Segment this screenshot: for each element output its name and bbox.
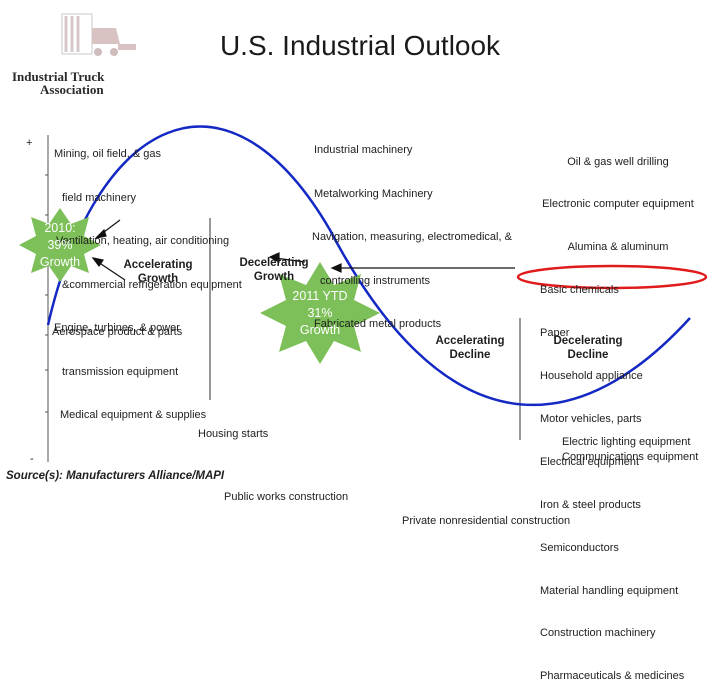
star-2010-label: 2010: 39% Growth	[39, 221, 81, 269]
logo-line-2: Association	[40, 82, 104, 97]
axis-minus-label: -	[30, 453, 34, 465]
list-item: Fabricated metal products	[314, 318, 442, 330]
phase-accelerating-decline: Accelerating Decline	[435, 335, 505, 361]
highlight-ellipse	[516, 264, 708, 290]
communications-label: Communications equipment	[562, 451, 699, 463]
list-item: Pharmaceuticals & medicines	[540, 670, 685, 683]
logo-line-1: Industrial Truck	[12, 69, 105, 84]
star-2011-ytd	[260, 262, 380, 364]
public-works-label: Public works construction	[224, 491, 349, 503]
decelerating-decline-list: Oil & gas well drilling Electronic compu…	[520, 126, 716, 698]
list-item: Engine, turbines, & power	[54, 322, 180, 334]
list-item: Metalworking Machinery	[314, 187, 433, 200]
arrows	[91, 219, 515, 281]
vertical-axis	[45, 135, 49, 462]
source-note: Source(s): Manufacturers Alliance/MAPI	[6, 470, 225, 482]
star-2011-label: 2011 YTD 31% Growth	[292, 289, 348, 337]
aerospace-label: Aerospace product & parts	[52, 326, 183, 338]
list-item: Semiconductors	[540, 541, 619, 554]
electric-lighting-label: Electric lighting equipment	[562, 436, 691, 448]
list-item: Iron & steel products	[540, 498, 641, 511]
decelerating-growth-list: Industrial machinery Metalworking Machin…	[312, 114, 512, 346]
phase-accelerating-growth: Accelerating Growth	[123, 259, 193, 285]
list-item: Motor vehicles, parts	[540, 412, 642, 425]
list-item: Construction machinery	[540, 627, 656, 640]
phase-decelerating-decline: Decelerating Decline	[553, 335, 623, 361]
axis-plus-label: +	[26, 137, 33, 149]
list-item: Basic chemicals	[540, 284, 619, 297]
list-item: Electronic computer equipment	[542, 198, 694, 211]
housing-starts-label: Housing starts	[198, 428, 269, 440]
list-item: field machinery	[62, 191, 136, 204]
list-item: Navigation, measuring, electromedical, &	[312, 231, 512, 243]
accelerating-growth-list: Mining, oil field, & gas field machinery…	[54, 118, 242, 437]
list-item: &commercial refrigeration equipment	[62, 278, 242, 291]
list-item: Medical equipment & supplies	[60, 409, 207, 421]
forklift-logo-icon	[61, 13, 136, 56]
cycle-diagram	[19, 13, 708, 462]
list-item: Alumina & aluminum	[567, 241, 669, 254]
star-2010	[19, 208, 101, 282]
list-item: Ventilation, heating, air conditioning	[56, 235, 230, 247]
cycle-curve	[46, 125, 691, 407]
list-item: Electrical equipment	[540, 455, 640, 468]
list-item: Mining, oil field, & gas	[54, 148, 161, 160]
list-item: Household appliance	[540, 370, 643, 383]
list-item: Industrial machinery	[314, 144, 413, 156]
page-title: U.S. Industrial Outlook	[219, 30, 501, 61]
list-item: controlling instruments	[320, 274, 431, 287]
list-item: Paper	[540, 327, 570, 340]
list-item-highlighted: Material handling equipment	[540, 584, 679, 597]
list-item: Oil & gas well drilling	[567, 155, 669, 168]
private-nonresidential-label: Private nonresidential construction	[402, 515, 571, 527]
phase-decelerating-growth: Decelerating Growth	[239, 257, 309, 283]
logo-text: Industrial Truck Association	[12, 70, 104, 96]
list-item: transmission equipment	[62, 365, 179, 378]
